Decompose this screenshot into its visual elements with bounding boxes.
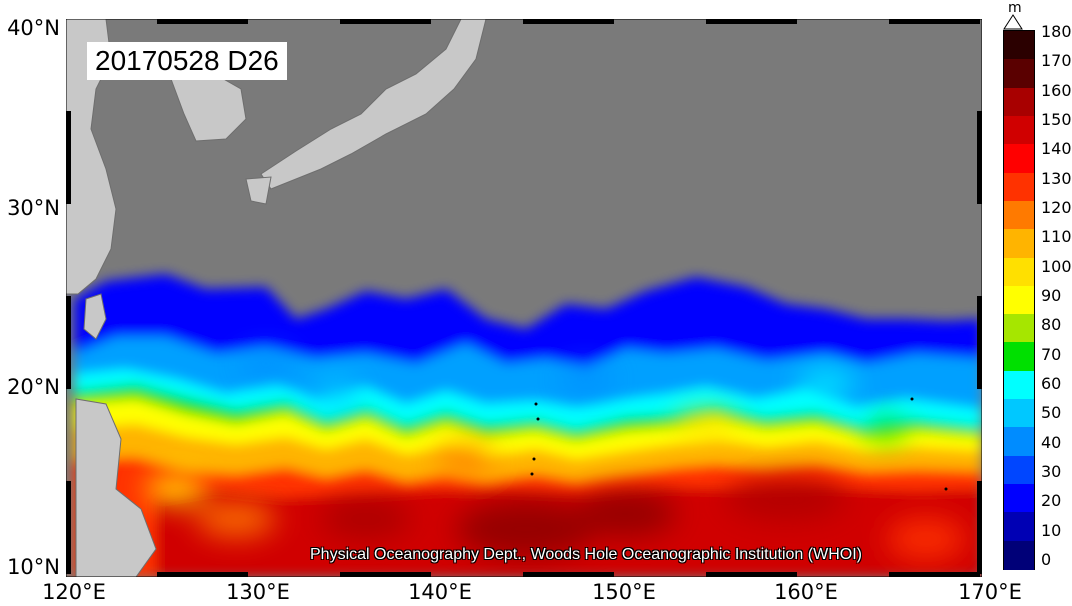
colorbar-segment <box>1004 342 1034 372</box>
colorbar-tick-label: 160 <box>1041 80 1072 100</box>
lon-label-140: 140°E <box>408 580 472 604</box>
colorbar-segment <box>1004 229 1034 259</box>
colorbar-segment <box>1004 484 1034 514</box>
colorbar-tick-label: 80 <box>1041 315 1062 335</box>
colorbar-tick-label: 40 <box>1041 432 1062 452</box>
land <box>66 19 487 577</box>
colorbar-segment <box>1004 144 1034 174</box>
colorbar-tick-label: 0 <box>1041 550 1052 569</box>
lat-label-10: 10°N <box>7 555 60 579</box>
colorbar-tick-label: 150 <box>1041 110 1072 129</box>
colorbar-segment <box>1004 512 1034 542</box>
lon-label-120: 120°E <box>42 580 106 604</box>
colorbar-tick-label: 90 <box>1041 286 1062 305</box>
colorbar-segment <box>1004 427 1034 457</box>
credit-text: Physical Oceanography Dept., Woods Hole … <box>310 546 862 563</box>
colorbar-tick-label: 100 <box>1041 256 1072 276</box>
lon-label-170: 170°E <box>958 580 1022 604</box>
colorbar-segment <box>1004 172 1034 202</box>
lon-label-160: 160°E <box>774 580 838 604</box>
colorbar-tick-label: 120 <box>1041 198 1072 217</box>
colorbar-segment <box>1004 285 1034 315</box>
colorbar-tick-label: 70 <box>1041 344 1062 364</box>
colorbar-tick-label: 20 <box>1041 491 1062 511</box>
colorbar-segment <box>1004 59 1034 89</box>
colorbar-tick-label: 140 <box>1041 139 1072 159</box>
colorbar-tick-label: 50 <box>1041 403 1062 423</box>
colorbar-segment <box>1004 540 1034 570</box>
colorbar-tick-label: 180 <box>1041 22 1072 41</box>
colorbar-tick-label: 10 <box>1041 520 1062 540</box>
lat-label-20: 20°N <box>7 375 60 399</box>
colorbar-arrow-icon <box>1003 14 1023 30</box>
colorbar-segment <box>1004 455 1034 485</box>
colorbar-segment <box>1004 399 1034 429</box>
land-philippines <box>75 398 157 577</box>
lon-label-150: 150°E <box>592 580 656 604</box>
date-depth-stamp: 20170528 D26 <box>87 42 287 80</box>
colorbar-segment <box>1004 115 1034 145</box>
land-taiwan <box>83 293 107 340</box>
colorbar <box>1003 30 1035 570</box>
eddy-blobs <box>146 352 966 561</box>
colorbar-segment <box>1004 31 1034 60</box>
colorbar-tick-label: 110 <box>1041 227 1072 247</box>
frame-ticks <box>66 19 982 577</box>
land-kyushu <box>245 176 272 205</box>
colorbar-segment <box>1004 257 1034 287</box>
map-panel <box>66 19 982 577</box>
colorbar-unit: m <box>1008 0 1022 16</box>
map-canvas <box>66 19 982 577</box>
colorbar-tick-label: 170 <box>1041 51 1072 71</box>
colorbar-segment <box>1004 200 1034 230</box>
lon-label-130: 130°E <box>226 580 290 604</box>
lat-label-30: 30°N <box>7 196 60 220</box>
colorbar-segment <box>1004 370 1034 400</box>
colorbar-tick-label: 60 <box>1041 374 1062 393</box>
colorbar-tick-label: 30 <box>1041 462 1062 481</box>
colorbar-segment <box>1004 87 1034 117</box>
colorbar-tick-label: 130 <box>1041 168 1072 188</box>
colorbar-segment <box>1004 314 1034 344</box>
land-honshu <box>260 19 487 190</box>
lat-label-40: 40°N <box>7 16 60 40</box>
islands <box>530 397 948 491</box>
